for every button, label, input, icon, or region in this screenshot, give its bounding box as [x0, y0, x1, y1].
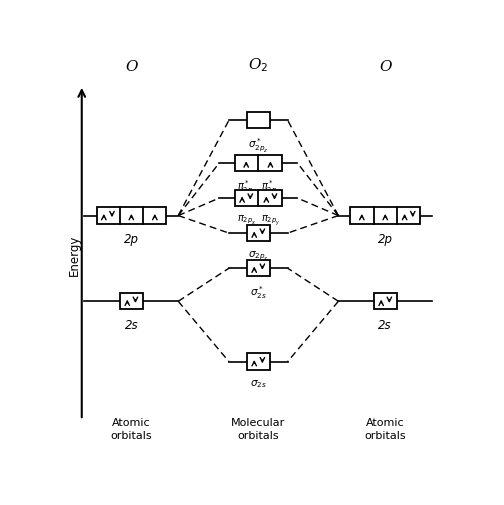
Text: Atomic
orbitals: Atomic orbitals	[110, 417, 152, 440]
Bar	[97, 208, 166, 224]
Text: Energy: Energy	[68, 234, 81, 276]
Bar	[247, 225, 270, 242]
Text: $\sigma_{2p_z}$: $\sigma_{2p_z}$	[248, 249, 269, 262]
Text: O: O	[125, 60, 138, 74]
Text: 2p: 2p	[377, 233, 393, 246]
Bar	[374, 293, 397, 310]
Bar	[247, 113, 270, 129]
Text: $\sigma^*_{2s}$: $\sigma^*_{2s}$	[250, 284, 267, 300]
Text: 2p: 2p	[124, 233, 139, 246]
Bar	[235, 190, 282, 207]
Text: $\sigma^*_{2p_z}$: $\sigma^*_{2p_z}$	[248, 136, 269, 154]
Bar	[247, 354, 270, 370]
Text: Molecular
orbitals: Molecular orbitals	[231, 417, 285, 440]
Bar	[120, 293, 143, 310]
Text: Atomic
orbitals: Atomic orbitals	[364, 417, 406, 440]
Bar	[247, 261, 270, 277]
Text: $\sigma_{2s}$: $\sigma_{2s}$	[250, 377, 267, 389]
Text: $\pi_{2p_x}$  $\pi_{2p_y}$: $\pi_{2p_x}$ $\pi_{2p_y}$	[236, 214, 280, 228]
Text: O: O	[379, 60, 392, 74]
Text: O$_2$: O$_2$	[248, 57, 269, 74]
Bar	[350, 208, 420, 224]
Bar	[235, 156, 282, 172]
Text: 2s: 2s	[379, 319, 392, 331]
Text: 2s: 2s	[124, 319, 138, 331]
Text: $\pi^*_{2p_x}$  $\pi^*_{2p_y}$: $\pi^*_{2p_x}$ $\pi^*_{2p_y}$	[236, 179, 280, 198]
